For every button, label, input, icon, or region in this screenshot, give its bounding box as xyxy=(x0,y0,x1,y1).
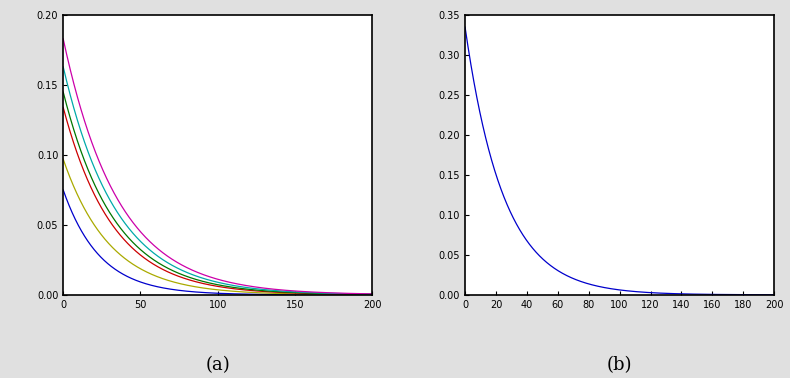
Text: (b): (b) xyxy=(607,356,632,374)
Text: (a): (a) xyxy=(205,356,230,374)
